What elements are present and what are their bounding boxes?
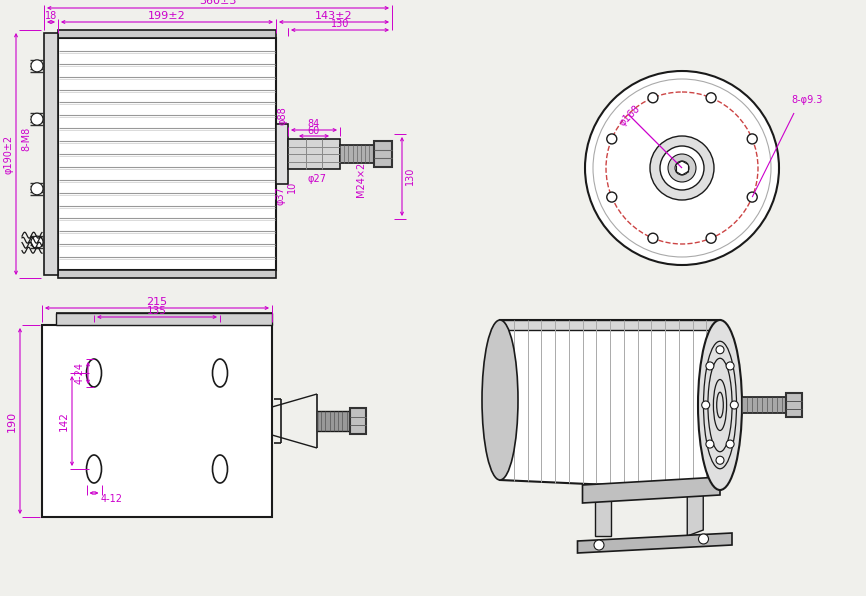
Bar: [742, 397, 792, 413]
Polygon shape: [500, 320, 720, 490]
Polygon shape: [578, 533, 732, 553]
Bar: [374, 141, 392, 167]
Ellipse shape: [698, 320, 742, 490]
Circle shape: [648, 93, 658, 103]
Circle shape: [668, 154, 696, 182]
Text: 60: 60: [308, 126, 320, 136]
Circle shape: [31, 183, 43, 195]
Circle shape: [726, 362, 734, 370]
Bar: [44, 33, 58, 275]
Polygon shape: [595, 494, 611, 536]
Text: 135: 135: [147, 306, 167, 316]
Bar: [288, 139, 340, 169]
Bar: [58, 30, 276, 38]
Text: 143±2: 143±2: [315, 11, 352, 21]
Text: 199±2: 199±2: [148, 11, 186, 21]
Circle shape: [31, 236, 43, 248]
Ellipse shape: [87, 455, 101, 483]
Text: φ168: φ168: [617, 104, 643, 128]
Bar: [58, 38, 276, 270]
Circle shape: [594, 540, 604, 550]
Circle shape: [747, 192, 757, 202]
Text: 142: 142: [59, 411, 69, 431]
Circle shape: [726, 440, 734, 448]
Text: 8-M8: 8-M8: [21, 127, 31, 151]
Text: 215: 215: [146, 297, 167, 307]
Circle shape: [706, 362, 714, 370]
Text: 4-24: 4-24: [75, 362, 85, 384]
Polygon shape: [583, 477, 720, 503]
Ellipse shape: [212, 455, 228, 483]
Circle shape: [607, 134, 617, 144]
Circle shape: [660, 146, 704, 190]
Circle shape: [706, 93, 716, 103]
Bar: [317, 411, 355, 431]
Text: 130: 130: [331, 19, 349, 29]
Bar: [56, 313, 272, 325]
Text: 130: 130: [405, 167, 415, 185]
Text: 360±3: 360±3: [199, 0, 236, 6]
Bar: [350, 408, 366, 434]
Bar: [786, 393, 802, 417]
Circle shape: [706, 233, 716, 243]
Polygon shape: [688, 493, 703, 536]
Polygon shape: [500, 320, 720, 330]
Circle shape: [747, 134, 757, 144]
Circle shape: [716, 457, 724, 464]
Text: M24×2: M24×2: [356, 162, 366, 197]
Ellipse shape: [482, 320, 518, 480]
Circle shape: [716, 346, 724, 354]
Circle shape: [607, 192, 617, 202]
Circle shape: [31, 113, 43, 125]
Circle shape: [675, 161, 689, 175]
Text: 190: 190: [7, 411, 17, 432]
Circle shape: [699, 534, 708, 544]
Text: φ37: φ37: [275, 187, 285, 206]
Circle shape: [648, 233, 658, 243]
Text: φ27: φ27: [307, 174, 326, 184]
Circle shape: [730, 401, 739, 409]
Ellipse shape: [87, 359, 101, 387]
Text: φ190±2: φ190±2: [3, 135, 13, 173]
Circle shape: [706, 440, 714, 448]
Text: 10: 10: [287, 181, 297, 193]
Text: 4-12: 4-12: [101, 494, 123, 504]
Text: 18: 18: [45, 11, 57, 21]
Text: 84: 84: [308, 119, 320, 129]
Circle shape: [31, 60, 43, 72]
Circle shape: [585, 71, 779, 265]
Text: φ88: φ88: [277, 107, 287, 125]
Text: 8-φ9.3: 8-φ9.3: [792, 95, 823, 105]
Bar: [340, 145, 382, 163]
Circle shape: [650, 136, 714, 200]
Bar: [58, 270, 276, 278]
Circle shape: [701, 401, 710, 409]
Ellipse shape: [212, 359, 228, 387]
Bar: [276, 124, 288, 184]
Bar: [42, 325, 272, 517]
